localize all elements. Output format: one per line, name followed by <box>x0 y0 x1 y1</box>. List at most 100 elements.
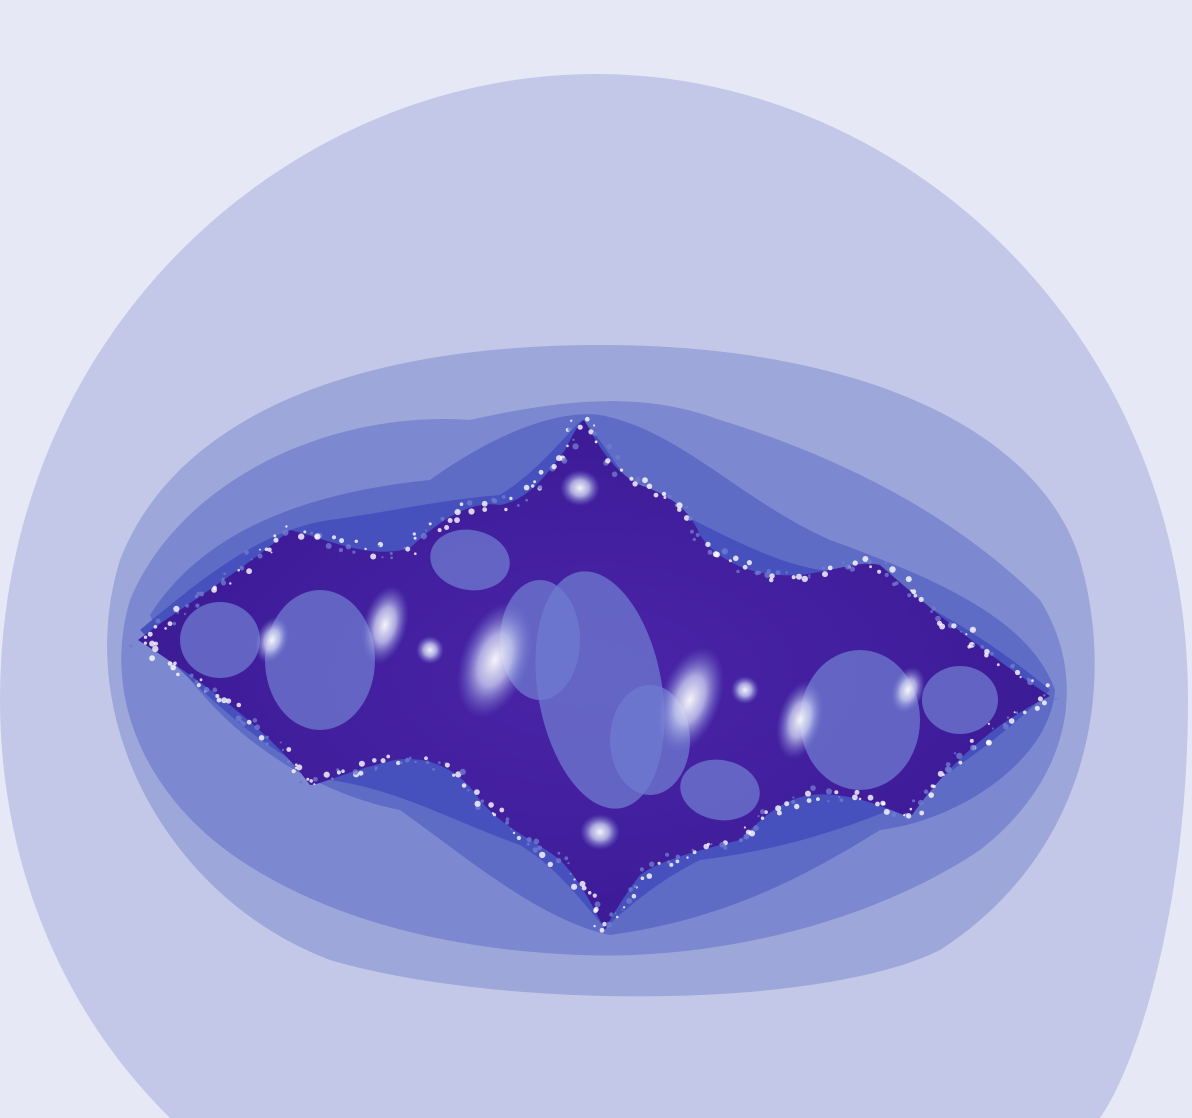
edge-dot <box>258 735 265 741</box>
edge-dot <box>928 792 934 798</box>
edge-dot <box>980 645 985 649</box>
edge-dot <box>420 532 427 540</box>
edge-dot <box>667 860 671 864</box>
edge-dot <box>235 715 242 722</box>
edge-dot <box>286 759 291 764</box>
edge-dot <box>336 770 341 775</box>
edge-dot <box>632 481 638 487</box>
edge-dot <box>567 862 570 865</box>
edge-dot <box>531 484 535 488</box>
edge-dot <box>663 496 667 499</box>
swirl-highlight <box>416 636 444 664</box>
edge-dot <box>801 575 808 583</box>
edge-dot <box>796 573 802 580</box>
edge-dot <box>1010 663 1015 668</box>
edge-dot <box>745 829 752 835</box>
edge-dot <box>805 790 811 797</box>
edge-dot <box>953 752 957 755</box>
edge-dot <box>505 820 510 825</box>
edge-dot <box>408 756 412 760</box>
edge-dot <box>447 518 453 523</box>
edge-dot <box>776 810 782 816</box>
swirl-highlights <box>254 470 926 850</box>
swirl-highlight <box>776 680 824 760</box>
edge-dot <box>570 419 573 422</box>
edge-dot <box>581 885 587 891</box>
edge-dot <box>452 773 456 777</box>
edge-dot <box>285 525 288 528</box>
edge-dot <box>203 687 210 693</box>
edge-dot <box>173 605 180 613</box>
edge-dot <box>742 564 748 570</box>
edge-dot <box>707 549 713 555</box>
edge-dot <box>816 797 820 801</box>
edge-dot <box>412 532 416 536</box>
edge-dot <box>537 485 543 490</box>
edge-dot <box>380 758 386 764</box>
edge-dot <box>594 441 597 444</box>
edge-dot <box>512 831 516 835</box>
edge-dot <box>657 861 661 865</box>
edge-dot <box>822 571 828 578</box>
edge-dot <box>265 742 269 746</box>
edge-dot <box>969 738 974 743</box>
edge-dot <box>236 702 242 708</box>
edge-dot <box>760 816 765 820</box>
edge-dot <box>444 762 450 768</box>
edge-dot <box>195 603 200 608</box>
edge-dot <box>791 575 796 580</box>
edge-dot <box>339 538 345 544</box>
edge-dot <box>946 766 952 773</box>
edge-dot <box>523 484 530 491</box>
swirl-highlight <box>580 814 620 850</box>
edge-dot <box>912 799 916 803</box>
edge-dot <box>481 500 488 507</box>
edge-dot <box>852 794 858 801</box>
edge-dot <box>281 748 285 752</box>
edge-dot <box>611 471 618 478</box>
edge-dot <box>911 589 917 595</box>
edge-dot <box>875 801 880 807</box>
edge-dot <box>633 884 637 889</box>
edge-dot <box>883 808 890 815</box>
edge-dot <box>212 585 217 590</box>
edge-dot <box>707 842 710 846</box>
edge-dot <box>185 603 190 608</box>
edge-dot <box>965 633 968 636</box>
edge-dot <box>313 776 318 782</box>
edge-dot <box>358 760 365 767</box>
edge-dot <box>766 569 771 573</box>
edge-dot <box>474 789 480 795</box>
edge-dot <box>223 572 226 576</box>
edge-dot <box>499 807 505 813</box>
edge-dot <box>538 469 544 475</box>
edge-dot <box>675 854 680 859</box>
edge-dot <box>685 505 689 509</box>
edge-dot <box>557 851 561 855</box>
edge-dot <box>129 644 133 648</box>
edge-dot <box>1003 722 1007 727</box>
edge-dot <box>196 683 201 688</box>
edge-dot <box>424 756 428 761</box>
edge-dot <box>330 777 334 781</box>
fractal-edge-detail <box>129 416 1058 933</box>
edge-dot <box>474 800 481 807</box>
edge-dot <box>951 623 957 629</box>
edge-dot <box>822 566 826 570</box>
edge-dot <box>649 861 655 867</box>
edge-dot <box>593 424 596 427</box>
edge-dot <box>533 838 540 845</box>
edge-dot <box>246 568 253 575</box>
edge-dot <box>746 560 753 566</box>
edge-dot <box>892 582 896 587</box>
edge-dot <box>153 625 158 629</box>
edge-dot <box>405 757 410 763</box>
edge-dot <box>172 621 177 626</box>
edge-dot <box>468 508 475 515</box>
edge-dot <box>695 533 700 537</box>
edge-dot <box>640 876 645 881</box>
edge-dot <box>769 573 775 579</box>
edge-dot <box>252 718 258 723</box>
edge-dot <box>939 623 946 630</box>
edge-dot <box>653 492 659 498</box>
